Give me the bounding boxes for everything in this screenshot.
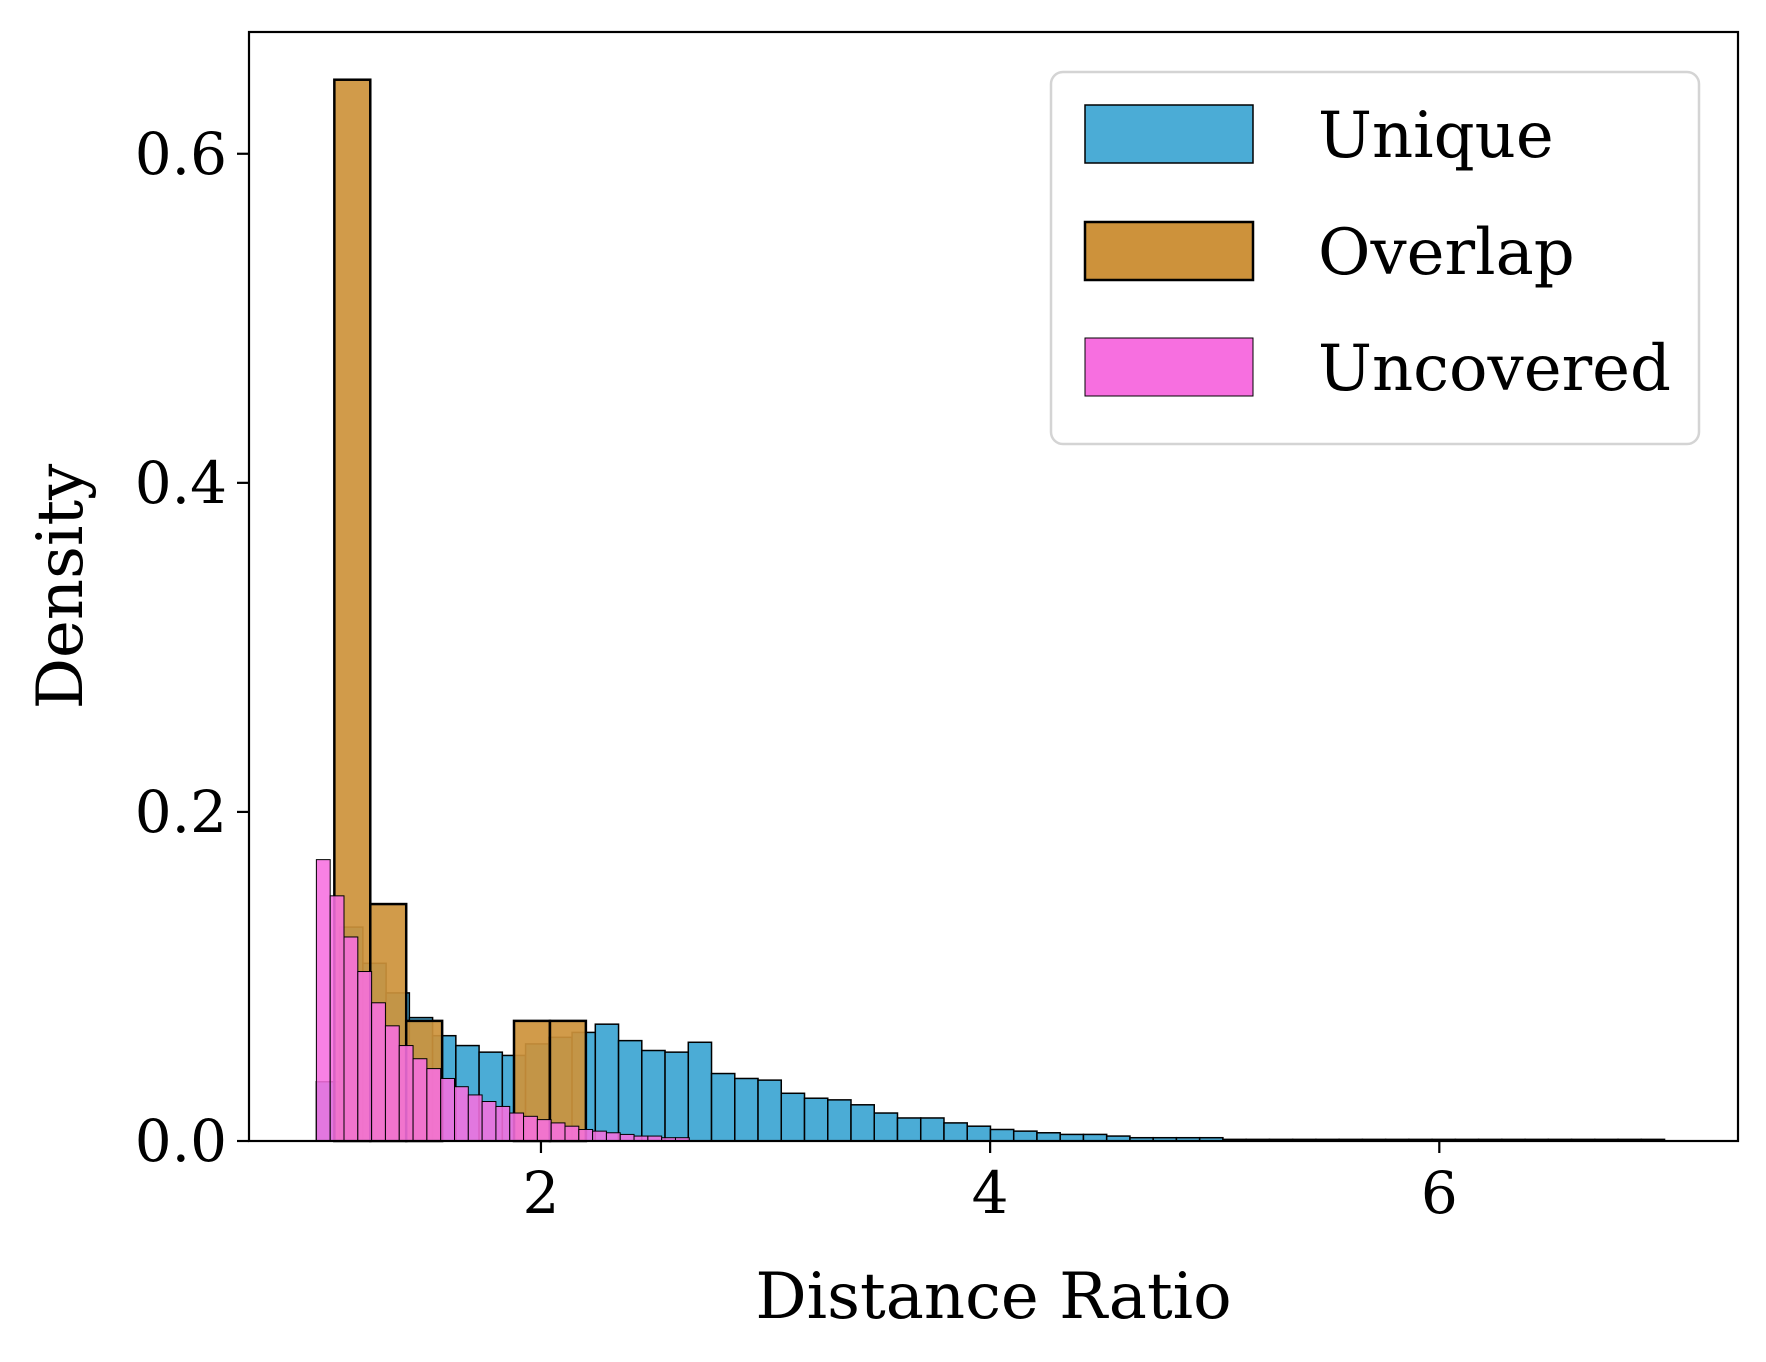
bar-uncovered [357,971,373,1142]
x-axis-ticks: 2 4 6 [523,1141,1458,1227]
bar-uncovered [550,1122,566,1142]
y-tick-label: 0.0 [135,1107,227,1175]
bar-unique [780,1092,806,1142]
bar-uncovered [495,1105,511,1142]
bar-unique [803,1097,829,1142]
bar-uncovered [384,1025,400,1142]
bar-uncovered [343,936,359,1142]
bar-unique [989,1128,1015,1142]
bar-unique [617,1039,643,1142]
y-axis-label: Density [24,464,98,710]
bar-unique [641,1049,666,1142]
bar-uncovered [592,1130,607,1142]
y-tick-label: 0.6 [135,120,227,188]
bar-uncovered [605,1132,621,1142]
bar-unique [873,1112,899,1142]
legend-swatch-unique [1084,104,1254,164]
bar-unique [943,1122,968,1142]
bar-unique [710,1072,736,1142]
bar-unique [1012,1130,1038,1142]
legend: Unique Overlap Uncovered [1049,70,1701,446]
bar-uncovered [536,1119,552,1142]
bar-uncovered [426,1068,442,1142]
bar-unique [919,1117,945,1142]
x-axis-label: Distance Ratio [755,1260,1231,1334]
bar-unique [1036,1132,1061,1142]
legend-label-unique: Unique [1318,99,1554,173]
bar-unique [757,1079,783,1142]
x-tick-label: 6 [1421,1159,1458,1227]
bar-uncovered [481,1101,497,1142]
legend-label-overlap: Overlap [1318,216,1575,290]
bar-unique [966,1125,992,1142]
bar-uncovered [523,1115,538,1142]
y-tick-label: 0.2 [135,778,227,846]
y-axis-ticks: 0.0 0.2 0.4 0.6 [135,120,249,1175]
plot-frame [247,30,1740,1143]
bar-uncovered [398,1045,414,1142]
bar-unique [850,1104,875,1142]
bar-uncovered [315,859,331,1142]
legend-swatch-uncovered [1084,337,1254,397]
bar-uncovered [467,1094,483,1142]
x-tick-label: 2 [523,1159,560,1227]
bar-uncovered [329,895,345,1142]
bar-uncovered [564,1125,580,1142]
bar-unique [827,1099,852,1142]
bar-uncovered [509,1112,525,1142]
bar-unique [734,1077,759,1142]
bar-unique [594,1023,620,1142]
bar-unique [896,1117,922,1142]
legend-swatch-overlap [1083,220,1255,282]
bar-uncovered [412,1058,428,1142]
y-tick-label: 0.4 [135,449,227,517]
x-tick-label: 4 [972,1159,1009,1227]
bar-uncovered [440,1077,455,1142]
bar-unique [664,1051,690,1142]
bar-uncovered [453,1086,469,1142]
legend-label-uncovered: Uncovered [1318,332,1671,406]
bar-uncovered [371,1002,386,1142]
bar-uncovered [578,1128,594,1142]
bar-unique [687,1041,713,1142]
